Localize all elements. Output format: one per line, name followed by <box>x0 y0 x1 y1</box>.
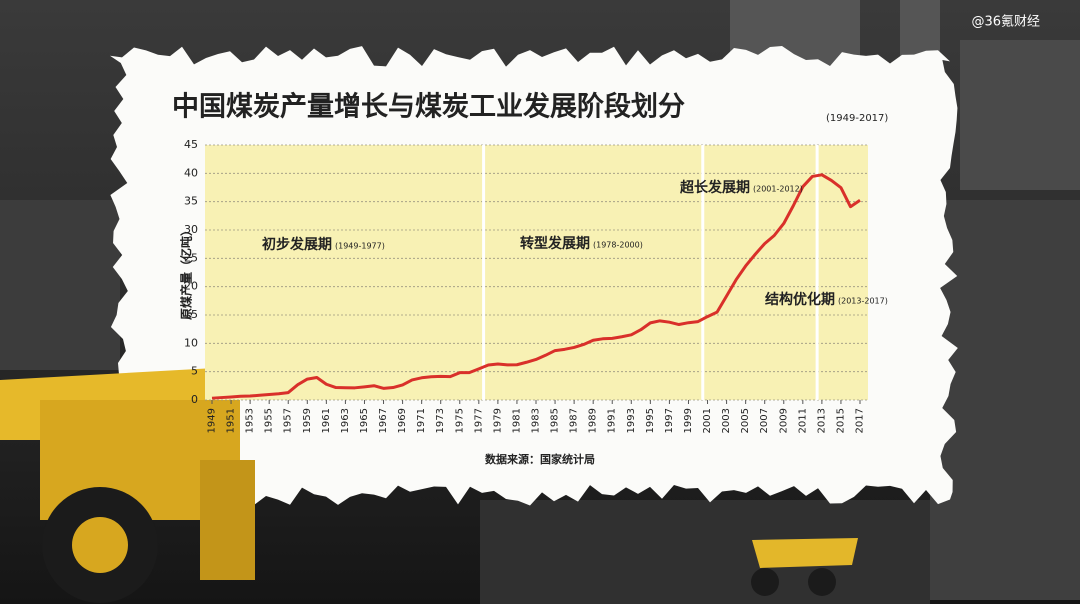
watermark: @36氪财经 <box>971 14 1040 30</box>
x-tick-label: 1965 <box>359 408 370 433</box>
phase-period: (1978-2000) <box>593 241 643 250</box>
x-tick-label: 1969 <box>397 408 408 433</box>
y-tick-label: 45 <box>184 138 198 151</box>
source: 数据来源：国家统计局 <box>485 452 595 466</box>
x-tick-label: 1979 <box>492 408 503 433</box>
x-tick-label: 1987 <box>569 408 580 433</box>
data-line <box>211 173 861 400</box>
x-tick-label: 1959 <box>302 408 313 433</box>
x-tick-label: 1971 <box>416 408 427 433</box>
y-tick-label: 30 <box>184 223 198 236</box>
phase-label: 初步发展期 <box>262 236 332 253</box>
x-tick-label: 1985 <box>550 408 561 433</box>
y-tick-label: 40 <box>184 166 198 179</box>
x-tick-label: 1961 <box>321 408 332 433</box>
chart-subtitle: (1949-2017) <box>826 113 888 124</box>
x-tick-label: 2005 <box>740 408 751 433</box>
phase-label: 结构优化期 <box>765 291 835 308</box>
x-tick-label: 1991 <box>607 408 618 433</box>
plot-area <box>205 145 868 400</box>
x-tick-label: 1981 <box>511 408 522 433</box>
x-tick-label: 1957 <box>283 408 294 433</box>
y-tick-label: 0 <box>191 393 198 406</box>
x-tick-label: 2017 <box>855 408 866 433</box>
x-tick-label: 1967 <box>378 408 389 433</box>
x-tick-label: 1955 <box>264 408 275 433</box>
y-tick-label: 15 <box>184 308 198 321</box>
y-tick-label: 35 <box>184 195 198 208</box>
chart-title: 中国煤炭产量增长与煤炭工业发展阶段划分 <box>172 91 685 123</box>
x-tick-label: 1951 <box>226 408 237 433</box>
y-tick-label: 5 <box>191 365 198 378</box>
truck-left <box>0 368 255 603</box>
x-tick-label: 2015 <box>835 408 846 433</box>
phase-period: (2001-2012) <box>753 185 803 194</box>
x-tick-label: 2007 <box>759 408 770 433</box>
chart: 0 5 10 15 20 25 30 35 40 45 1949 1951 1953 1955 1957 19… <box>184 138 888 433</box>
phase-label: 超长发展期 <box>679 179 750 196</box>
x-tick-label: 1973 <box>435 408 446 433</box>
x-tick-label: 2001 <box>702 408 713 433</box>
phase-period: (2013-2017) <box>838 297 888 306</box>
x-tick-label: 2003 <box>721 408 732 433</box>
y-tick-label: 10 <box>184 336 198 349</box>
phase-label: 转型发展期 <box>520 235 590 252</box>
x-tick-label: 1983 <box>531 408 542 433</box>
x-tick-label: 1975 <box>454 408 465 433</box>
x-tick-label: 1999 <box>683 408 694 433</box>
x-tick-label: 1949 <box>207 408 218 433</box>
x-tick-label: 1963 <box>340 408 351 433</box>
y-tick-label: 25 <box>184 251 198 264</box>
x-tick-label: 1997 <box>664 408 675 433</box>
x-tick-label: 1977 <box>473 408 484 433</box>
x-tick-label: 1995 <box>645 408 656 433</box>
x-tick-label: 2011 <box>797 408 808 433</box>
x-tick-label: 2013 <box>816 408 827 433</box>
x-tick-label: 1993 <box>626 408 637 433</box>
x-tick-label: 2009 <box>778 408 789 433</box>
x-tick-label: 1953 <box>245 408 256 433</box>
phase-period: (1949-1977) <box>335 242 385 251</box>
truck-right <box>751 538 858 596</box>
y-axis-label: 原煤产量（亿吨） <box>179 224 194 320</box>
x-tick-label: 1989 <box>588 408 599 433</box>
y-tick-label: 20 <box>184 280 198 293</box>
